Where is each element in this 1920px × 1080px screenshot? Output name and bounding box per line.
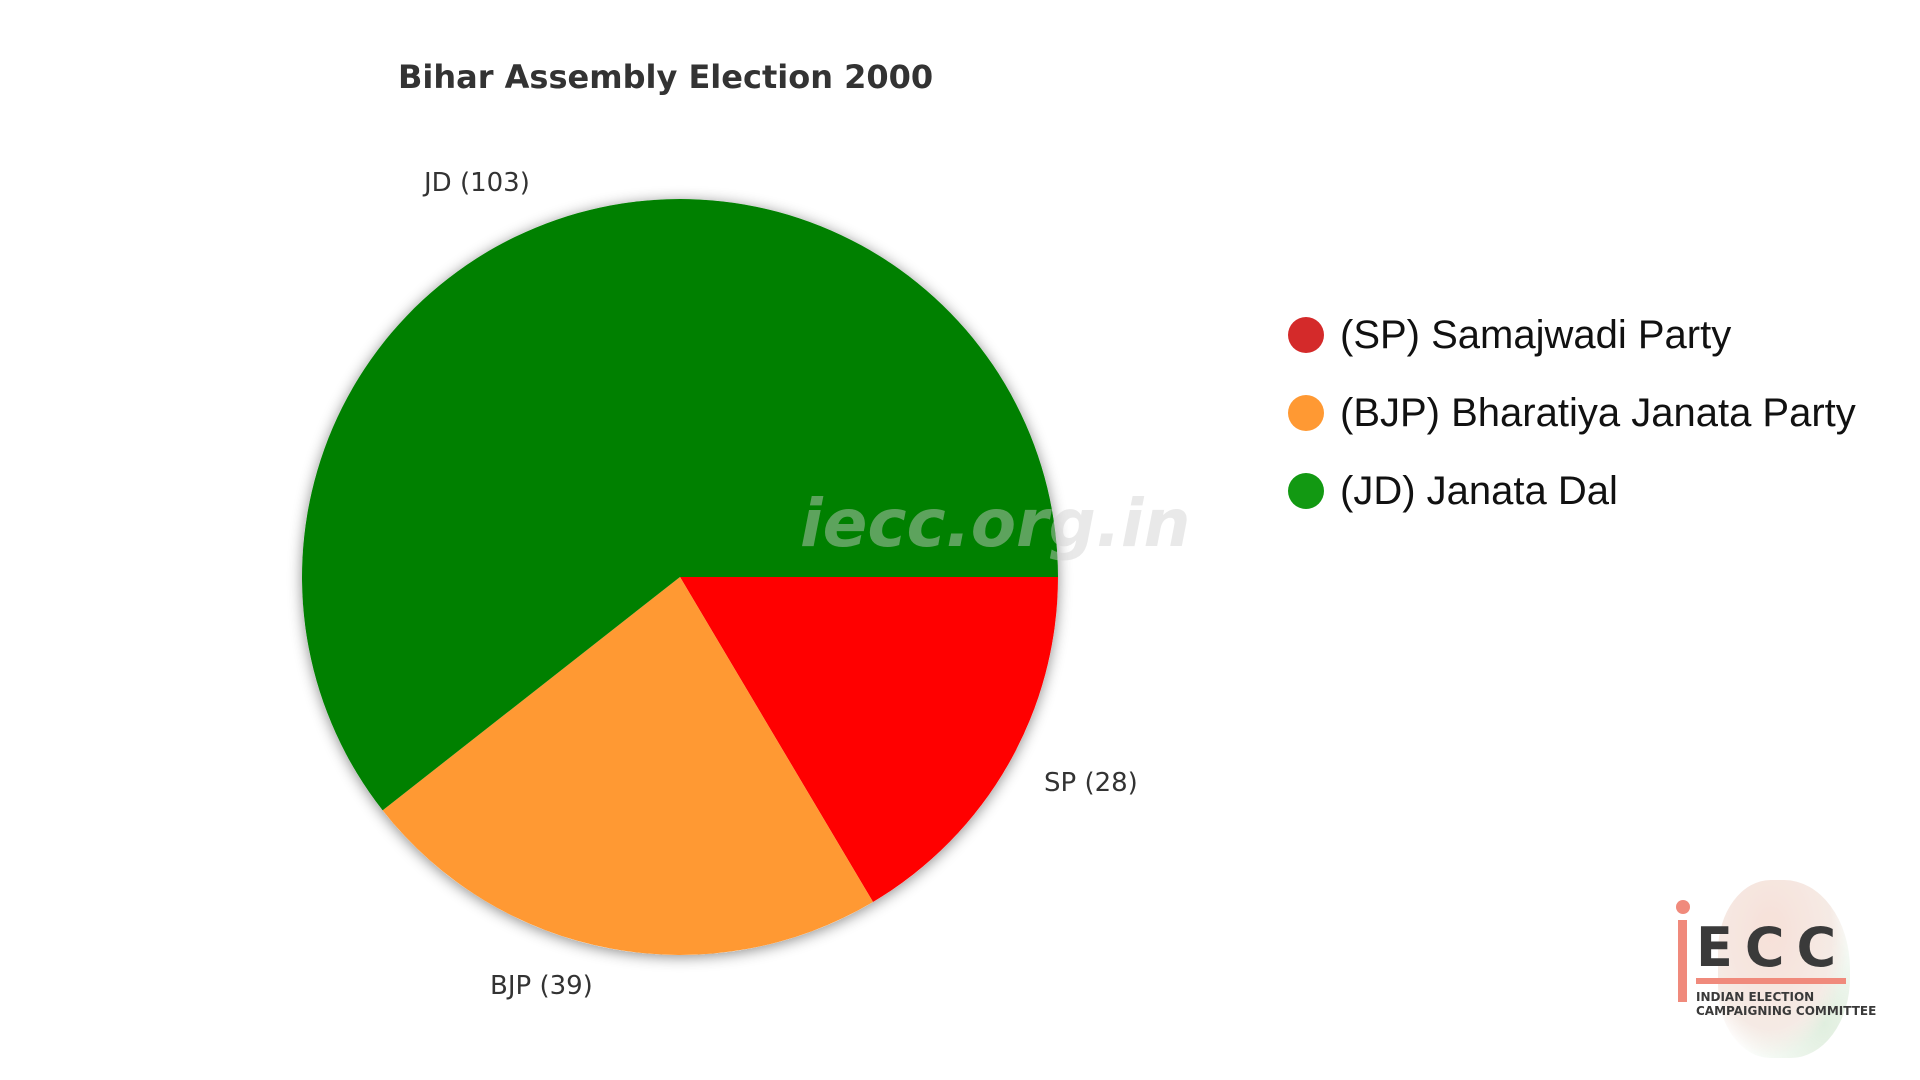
pie-slice-jd[interactable] xyxy=(301,198,1058,811)
legend-label-jd: (JD) Janata Dal xyxy=(1340,468,1618,513)
pie-slice-bjp[interactable] xyxy=(382,577,874,955)
legend-item-sp[interactable]: (SP) Samajwadi Party xyxy=(1288,296,1856,374)
slice-label-sp: SP (28) xyxy=(1044,768,1138,798)
logo-line-2: CAMPAIGNING COMMITTEE xyxy=(1696,1004,1877,1018)
india-map-icon xyxy=(1718,880,1850,1058)
pie-slice-sp[interactable] xyxy=(680,577,1058,902)
logo-dot xyxy=(1676,900,1690,914)
legend-label-sp: (SP) Samajwadi Party xyxy=(1340,312,1732,357)
slice-label-jd: JD (103) xyxy=(422,168,530,198)
logo-underline xyxy=(1696,978,1846,984)
legend-label-bjp: (BJP) Bharatiya Janata Party xyxy=(1340,390,1856,435)
logo-line-1: INDIAN ELECTION xyxy=(1696,990,1815,1004)
slice-label-bjp: BJP (39) xyxy=(490,971,593,1001)
logo-subtitle: INDIAN ELECTION CAMPAIGNING COMMITTEE xyxy=(1696,990,1876,1018)
legend-item-jd[interactable]: (JD) Janata Dal xyxy=(1288,452,1856,530)
watermark: iecc.org.in xyxy=(800,485,1191,562)
logo-bar xyxy=(1678,920,1687,1002)
legend: (SP) Samajwadi Party (BJP) Bharatiya Jan… xyxy=(1288,296,1856,530)
iecc-logo: ECC INDIAN ELECTION CAMPAIGNING COMMITTE… xyxy=(1660,860,1900,1072)
legend-dot-jd xyxy=(1288,473,1324,509)
pie-slices xyxy=(301,198,1058,955)
chart-title: Bihar Assembly Election 2000 xyxy=(398,58,933,96)
logo-letters: ECC xyxy=(1696,916,1849,979)
legend-dot-sp xyxy=(1288,317,1324,353)
legend-item-bjp[interactable]: (BJP) Bharatiya Janata Party xyxy=(1288,374,1856,452)
legend-dot-bjp xyxy=(1288,395,1324,431)
